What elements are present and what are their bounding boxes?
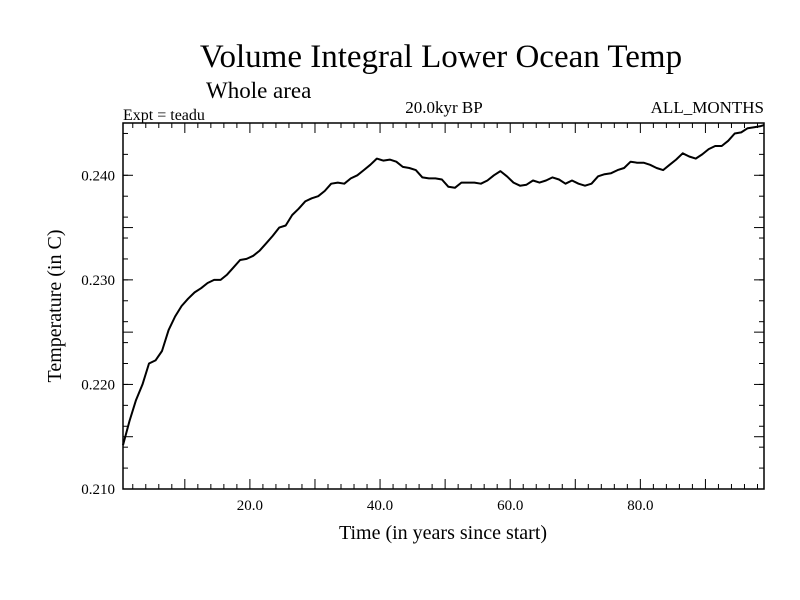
x-tick-label: 20.0 bbox=[237, 498, 263, 514]
y-tick-label: 0.230 bbox=[81, 273, 115, 289]
period-label: 20.0kyr BP bbox=[405, 98, 482, 117]
experiment-label: Expt = teadu bbox=[123, 107, 205, 124]
months-label: ALL_MONTHS bbox=[651, 98, 764, 117]
x-axis-label: Time (in years since start) bbox=[339, 522, 547, 544]
y-axis-label: Temperature (in C) bbox=[44, 230, 66, 383]
plot-frame bbox=[122, 122, 765, 490]
y-tick-labels: 0.210 0.220 0.230 0.240 bbox=[81, 168, 115, 498]
y-tick-label: 0.240 bbox=[81, 168, 115, 184]
y-tick-label: 0.220 bbox=[81, 377, 115, 393]
tick-marks bbox=[123, 123, 764, 489]
x-tick-label: 80.0 bbox=[627, 498, 653, 514]
chart-title: Volume Integral Lower Ocean Temp bbox=[200, 39, 682, 75]
x-tick-label: 40.0 bbox=[367, 498, 393, 514]
x-tick-labels: 20.0 40.0 60.0 80.0 bbox=[237, 498, 654, 514]
y-tick-label: 0.210 bbox=[81, 482, 115, 498]
chart-subtitle: Whole area bbox=[206, 78, 311, 103]
series-line bbox=[122, 124, 765, 446]
x-tick-label: 60.0 bbox=[497, 498, 523, 514]
